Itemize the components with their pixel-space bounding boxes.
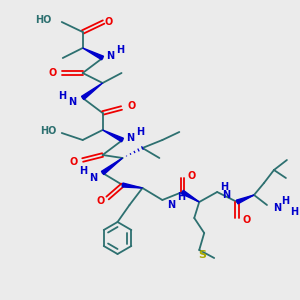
Text: HO: HO	[40, 126, 57, 136]
Polygon shape	[181, 190, 199, 202]
Text: N: N	[222, 190, 230, 200]
Text: N: N	[69, 97, 77, 107]
Polygon shape	[101, 158, 122, 175]
Polygon shape	[83, 48, 104, 60]
Text: H: H	[116, 45, 124, 55]
Text: H: H	[220, 182, 228, 192]
Text: O: O	[70, 157, 78, 167]
Text: H: H	[58, 91, 67, 101]
Text: N: N	[167, 200, 175, 210]
Text: O: O	[96, 196, 105, 206]
Text: S: S	[198, 250, 206, 260]
Text: H: H	[290, 207, 298, 217]
Text: H: H	[80, 166, 88, 176]
Text: O: O	[49, 68, 57, 78]
Text: N: N	[89, 173, 98, 183]
Polygon shape	[103, 130, 123, 142]
Polygon shape	[236, 195, 254, 204]
Polygon shape	[82, 83, 103, 100]
Text: N: N	[273, 203, 281, 213]
Text: H: H	[281, 196, 289, 206]
Polygon shape	[122, 183, 142, 188]
Text: O: O	[104, 17, 113, 27]
Text: N: N	[106, 51, 115, 61]
Text: O: O	[128, 101, 136, 111]
Text: N: N	[126, 133, 135, 143]
Text: H: H	[177, 192, 185, 202]
Text: H: H	[136, 127, 145, 137]
Text: O: O	[242, 215, 250, 225]
Text: HO: HO	[35, 15, 52, 25]
Text: O: O	[187, 171, 196, 181]
